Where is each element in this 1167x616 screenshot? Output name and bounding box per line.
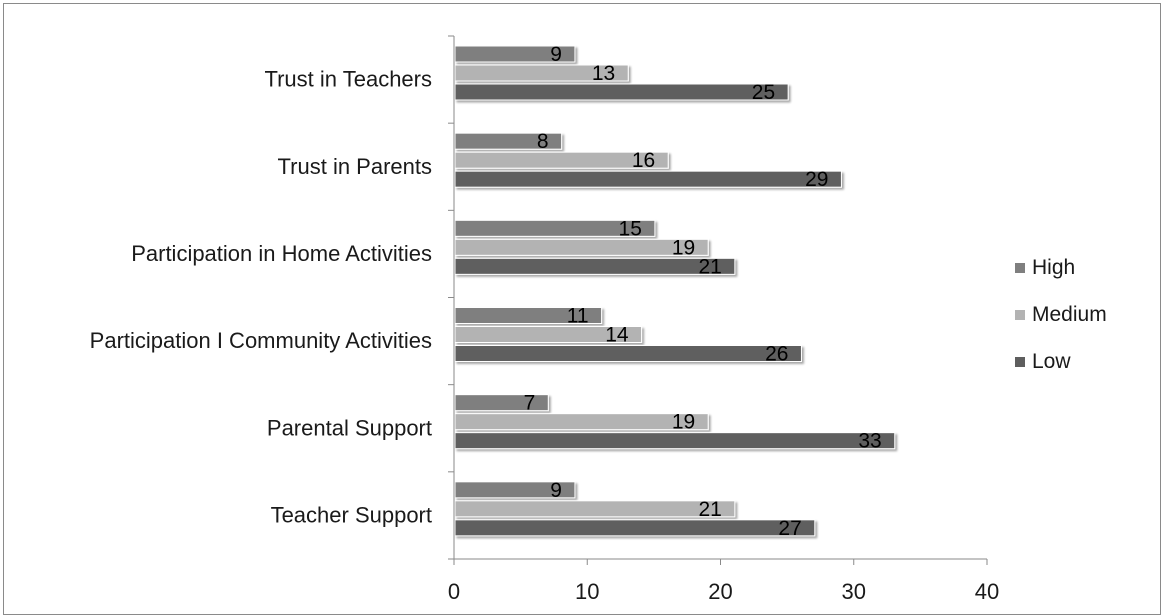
- bar-high-participation-in-home-activities: [454, 219, 656, 237]
- x-tick-label: 0: [448, 579, 460, 604]
- data-label-low-parental-support: 33: [858, 430, 881, 453]
- x-tick-label: 10: [575, 579, 599, 604]
- x-tick-label: 40: [975, 579, 999, 604]
- data-label-low-participation-i-community-activities: 26: [765, 343, 788, 366]
- data-label-low-trust-in-teachers: 25: [752, 81, 775, 104]
- category-label-parental-support: Parental Support: [267, 415, 432, 440]
- data-label-high-participation-i-community-activities: 11: [567, 305, 589, 328]
- data-label-medium-participation-in-home-activities: 19: [672, 236, 695, 259]
- legend-label-low: Low: [1032, 350, 1071, 373]
- bar-high-trust-in-parents: [454, 132, 563, 150]
- bar-medium-participation-in-home-activities: [454, 238, 709, 256]
- category-label-participation-in-home-activities: Participation in Home Activities: [131, 241, 432, 266]
- bar-low-participation-i-community-activities: [454, 345, 802, 362]
- data-label-low-participation-in-home-activities: 21: [698, 255, 721, 278]
- data-label-low-teacher-support: 27: [778, 517, 801, 540]
- bar-low-trust-in-parents: [454, 170, 842, 188]
- bar-medium-trust-in-parents: [454, 151, 669, 169]
- bars-layer: [454, 45, 896, 537]
- data-label-medium-trust-in-parents: 16: [632, 149, 655, 172]
- chart-frame: 0 10 20 30 40 Trust in Teachers 9 13 25 Trust in …: [3, 3, 1161, 615]
- legend-swatch-high: [1015, 263, 1025, 273]
- bar-low-parental-support: [454, 432, 896, 450]
- legend-label-high: High: [1032, 256, 1075, 279]
- data-label-high-parental-support: 7: [524, 392, 536, 415]
- data-label-medium-trust-in-teachers: 13: [592, 62, 615, 85]
- bar-low-trust-in-teachers: [454, 83, 789, 101]
- category-label-trust-in-parents: Trust in Parents: [278, 154, 432, 179]
- bar-low-teacher-support: [454, 519, 816, 537]
- data-label-low-trust-in-parents: 29: [805, 168, 828, 191]
- data-label-medium-parental-support: 19: [672, 411, 695, 434]
- x-tick-label: 20: [708, 579, 732, 604]
- axis-layer: [448, 35, 988, 565]
- legend-swatch-low: [1015, 357, 1025, 367]
- category-label-teacher-support: Teacher Support: [271, 502, 432, 527]
- bar-medium-parental-support: [454, 413, 709, 431]
- legend-swatch-medium: [1015, 310, 1025, 320]
- data-label-high-trust-in-teachers: 9: [550, 43, 562, 66]
- data-label-medium-teacher-support: 21: [698, 498, 721, 521]
- data-label-high-teacher-support: 9: [550, 479, 562, 502]
- legend: High Medium Low: [1015, 256, 1107, 373]
- data-label-high-participation-in-home-activities: 15: [619, 217, 642, 240]
- data-label-medium-participation-i-community-activities: 14: [605, 324, 629, 347]
- labels-layer: 0 10 20 30 40 Trust in Teachers 9 13 25 Trust in …: [90, 43, 1000, 604]
- data-label-high-trust-in-parents: 8: [537, 130, 549, 153]
- bar-high-teacher-support: [454, 481, 576, 499]
- bar-high-parental-support: [454, 394, 549, 412]
- bar-chart: 0 10 20 30 40 Trust in Teachers 9 13 25 Trust in …: [90, 35, 1107, 604]
- bar-high-participation-i-community-activities: [454, 307, 603, 324]
- bar-medium-participation-i-community-activities: [454, 326, 643, 343]
- bar-high-trust-in-teachers: [454, 45, 576, 63]
- category-label-trust-in-teachers: Trust in Teachers: [264, 67, 432, 92]
- x-tick-label: 30: [842, 579, 866, 604]
- category-label-participation-i-community-activities: Participation I Community Activities: [90, 328, 432, 353]
- legend-label-medium: Medium: [1032, 303, 1107, 326]
- bar-medium-trust-in-teachers: [454, 64, 629, 82]
- bar-medium-teacher-support: [454, 500, 736, 518]
- bar-low-participation-in-home-activities: [454, 257, 736, 275]
